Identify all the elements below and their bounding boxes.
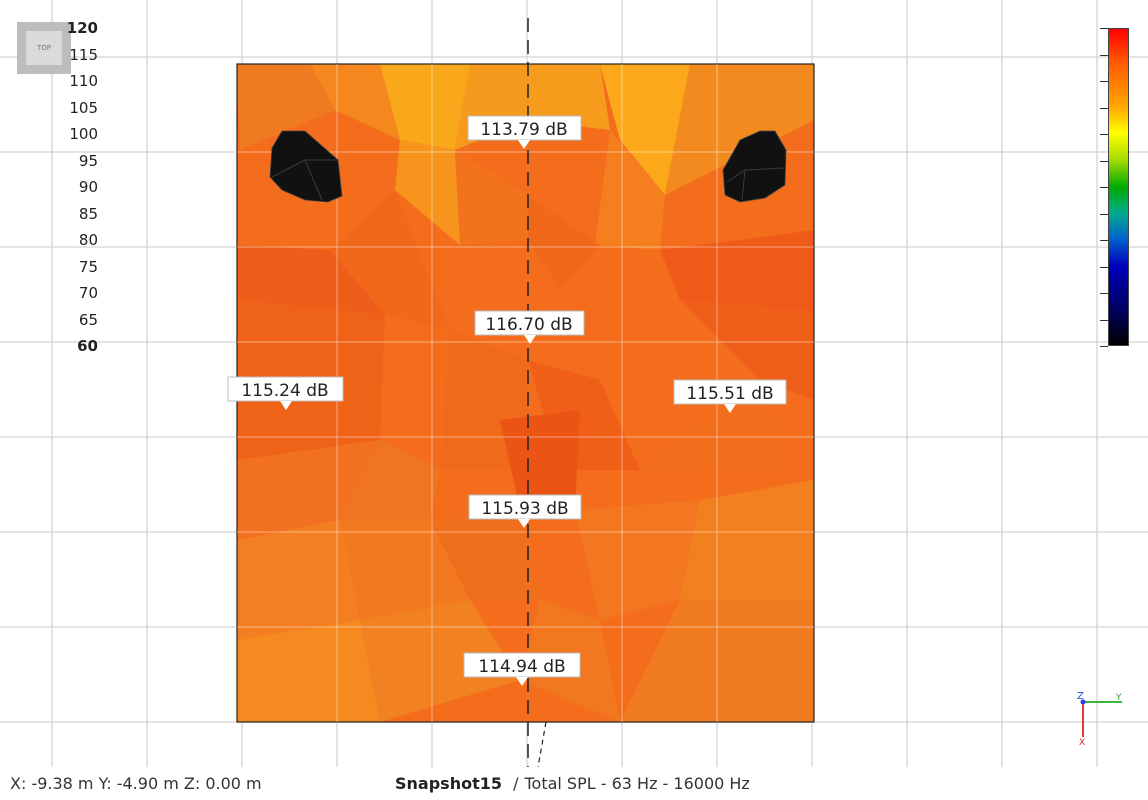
colorbar-tick-label: 65: [78, 310, 98, 329]
view-cube-button[interactable]: TOP: [17, 22, 71, 74]
view-cube-face: TOP: [26, 31, 62, 65]
spl-colorbar: [1108, 28, 1129, 346]
axis-x-label: X: [1079, 738, 1085, 748]
axis-z-label: Z: [1077, 691, 1084, 702]
measurement-value: 113.79 dB: [480, 120, 567, 140]
perspective-axis-line: [537, 721, 547, 767]
colorbar-tick-mark: [1100, 266, 1108, 268]
snapshot-separator: /: [513, 774, 519, 793]
measurement-labels: 113.79 dB 116.70 dB 115.24 dB 115.51 dB …: [241, 120, 773, 677]
colorbar-tick-label: 100: [69, 125, 98, 143]
colorbar-tick-mark: [1100, 28, 1108, 29]
colorbar-tick-label: 60: [77, 337, 98, 355]
measurement-value: 115.24 dB: [241, 381, 328, 401]
colorbar-tick-label: 90: [78, 178, 98, 196]
speaker-right[interactable]: [722, 130, 787, 203]
colorbar-tick-mark: [1100, 107, 1108, 109]
colorbar-tick-mark: [1100, 213, 1108, 215]
colorbar-tick-label: 120: [66, 19, 98, 37]
scene-canvas[interactable]: 113.79 dB 116.70 dB 115.24 dB 115.51 dB …: [0, 0, 1148, 767]
axis-y-label: Y: [1115, 693, 1122, 703]
colorbar-tick-mark: [1100, 346, 1108, 347]
snapshot-description: Total SPL - 63 Hz - 16000 Hz: [524, 774, 750, 793]
3d-viewport[interactable]: 113.79 dB 116.70 dB 115.24 dB 115.51 dB …: [0, 0, 1148, 767]
measurement-value: 114.94 dB: [478, 657, 565, 677]
colorbar-tick-label: 80: [78, 231, 98, 249]
cursor-coordinates: X: -9.38 m Y: -4.90 m Z: 0.00 m: [10, 774, 262, 793]
snapshot-info: Snapshot15 / Total SPL - 63 Hz - 16000 Hz: [395, 774, 750, 793]
colorbar-tick-label: 110: [69, 72, 98, 90]
colorbar-tick-mark: [1100, 134, 1108, 135]
colorbar-tick-label: 95: [78, 151, 98, 170]
colorbar-tick-mark: [1100, 81, 1108, 82]
colorbar-tick-mark: [1100, 240, 1108, 241]
measurement-value: 116.70 dB: [485, 315, 572, 335]
measurement-callouts: [227, 115, 787, 686]
measurement-value: 115.93 dB: [481, 499, 568, 519]
colorbar-tick-label: 85: [78, 204, 98, 223]
status-bar: X: -9.38 m Y: -4.90 m Z: 0.00 m Snapshot…: [0, 767, 1148, 800]
colorbar-tick-label: 105: [69, 98, 98, 117]
measurement-value: 115.51 dB: [686, 384, 773, 404]
colorbar-tick-mark: [1100, 187, 1108, 188]
axis-gizmo: Z Y X: [1077, 691, 1122, 748]
colorbar-tick-mark: [1100, 54, 1108, 56]
colorbar-tick-label: 75: [78, 257, 98, 276]
speaker-left[interactable]: [269, 130, 343, 203]
plane-grid-overlay: [237, 64, 814, 722]
colorbar-tick-label: 115: [69, 45, 98, 64]
colorbar-tick-mark: [1100, 293, 1108, 294]
colorbar-tick-mark: [1100, 319, 1108, 321]
colorbar-tick-mark: [1100, 160, 1108, 162]
colorbar-tick-label: 70: [78, 284, 98, 302]
snapshot-name: Snapshot15: [395, 774, 502, 793]
